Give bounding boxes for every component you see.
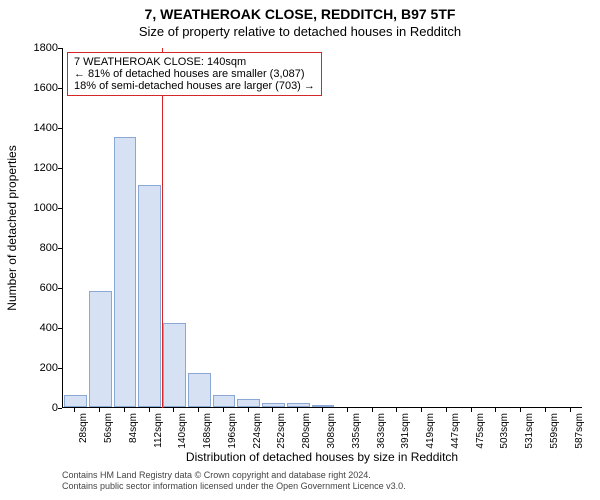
y-tick-label: 1000 [20, 202, 58, 214]
x-tick-mark [173, 408, 174, 412]
x-tick-mark [372, 408, 373, 412]
x-tick-label: 363sqm [376, 413, 387, 449]
x-tick-label: 531sqm [524, 413, 535, 449]
page-title: 7, WEATHEROAK CLOSE, REDDITCH, B97 5TF [0, 0, 600, 22]
bar [89, 291, 112, 407]
x-tick-label: 84sqm [128, 413, 139, 443]
y-tick-mark [58, 288, 62, 289]
x-tick-label: 335sqm [351, 413, 362, 449]
chart-subtitle: Size of property relative to detached ho… [0, 22, 600, 39]
chart-container: 7, WEATHEROAK CLOSE, REDDITCH, B97 5TF S… [0, 0, 600, 500]
x-tick-label: 196sqm [227, 413, 238, 449]
bar [312, 405, 335, 407]
bar [188, 373, 211, 407]
y-tick-mark [58, 128, 62, 129]
x-tick-label: 308sqm [326, 413, 337, 449]
x-tick-mark [545, 408, 546, 412]
bar [287, 403, 310, 407]
x-tick-label: 419sqm [425, 413, 436, 449]
y-tick-label: 400 [20, 322, 58, 334]
x-tick-mark [446, 408, 447, 412]
x-tick-label: 252sqm [276, 413, 287, 449]
y-tick-label: 1600 [20, 82, 58, 94]
x-tick-mark [124, 408, 125, 412]
bar [262, 403, 285, 407]
x-tick-label: 56sqm [103, 413, 114, 443]
x-tick-mark [297, 408, 298, 412]
y-tick-mark [58, 408, 62, 409]
y-tick-label: 1400 [20, 122, 58, 134]
bars-layer [63, 47, 583, 407]
y-axis-label: Number of detached properties [5, 145, 19, 310]
y-tick-mark [58, 328, 62, 329]
x-tick-label: 280sqm [301, 413, 312, 449]
y-tick-mark [58, 88, 62, 89]
annotation-line: 18% of semi-detached houses are larger (… [74, 80, 315, 92]
footer: Contains HM Land Registry data © Crown c… [62, 470, 582, 493]
x-tick-label: 503sqm [499, 413, 510, 449]
x-tick-mark [570, 408, 571, 412]
x-tick-label: 391sqm [400, 413, 411, 449]
bar [237, 399, 260, 407]
y-tick-mark [58, 248, 62, 249]
x-tick-label: 475sqm [475, 413, 486, 449]
plot-area: Number of detached properties 7 WEATHERO… [62, 48, 582, 408]
y-tick-mark [58, 48, 62, 49]
x-tick-label: 168sqm [202, 413, 213, 449]
x-tick-label: 224sqm [252, 413, 263, 449]
x-tick-mark [322, 408, 323, 412]
x-tick-mark [149, 408, 150, 412]
x-tick-mark [99, 408, 100, 412]
x-tick-mark [248, 408, 249, 412]
x-tick-mark [198, 408, 199, 412]
x-tick-mark [223, 408, 224, 412]
reference-line [162, 48, 163, 408]
bar [163, 323, 186, 407]
x-tick-label: 559sqm [549, 413, 560, 449]
y-tick-label: 200 [20, 362, 58, 374]
y-tick-label: 1800 [20, 42, 58, 54]
plot: 7 WEATHEROAK CLOSE: 140sqm← 81% of detac… [62, 48, 582, 408]
x-tick-label: 28sqm [78, 413, 89, 443]
bar [64, 395, 87, 407]
x-tick-mark [495, 408, 496, 412]
x-tick-mark [471, 408, 472, 412]
annotation-line: 7 WEATHEROAK CLOSE: 140sqm [74, 56, 315, 68]
x-tick-mark [347, 408, 348, 412]
y-tick-label: 1200 [20, 162, 58, 174]
y-tick-label: 800 [20, 242, 58, 254]
x-tick-label: 447sqm [450, 413, 461, 449]
x-tick-mark [520, 408, 521, 412]
bar [138, 185, 161, 407]
footer-line-2: Contains public sector information licen… [62, 481, 582, 492]
x-tick-mark [272, 408, 273, 412]
x-tick-label: 587sqm [574, 413, 585, 449]
y-tick-mark [58, 208, 62, 209]
x-tick-mark [421, 408, 422, 412]
footer-line-1: Contains HM Land Registry data © Crown c… [62, 470, 582, 481]
x-tick-mark [396, 408, 397, 412]
y-tick-mark [58, 368, 62, 369]
x-tick-label: 140sqm [177, 413, 188, 449]
y-tick-label: 0 [20, 402, 58, 414]
bar [114, 137, 137, 407]
x-axis-label: Distribution of detached houses by size … [62, 450, 582, 464]
x-tick-label: 112sqm [153, 413, 164, 448]
annotation-box: 7 WEATHEROAK CLOSE: 140sqm← 81% of detac… [67, 52, 322, 96]
y-tick-mark [58, 168, 62, 169]
x-tick-mark [74, 408, 75, 412]
y-tick-label: 600 [20, 282, 58, 294]
bar [213, 395, 236, 407]
annotation-line: ← 81% of detached houses are smaller (3,… [74, 68, 315, 80]
